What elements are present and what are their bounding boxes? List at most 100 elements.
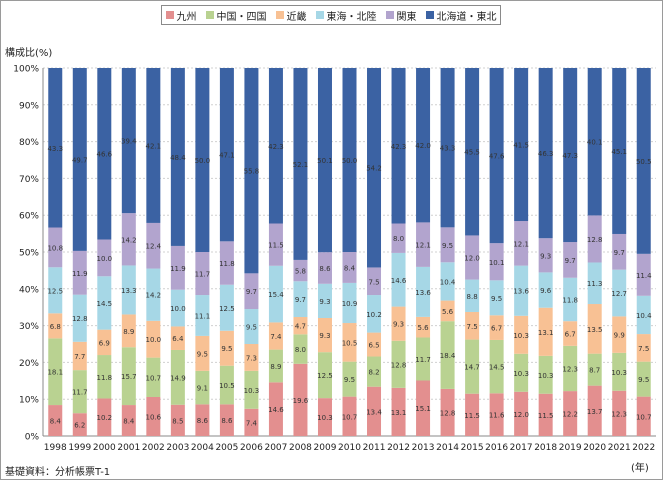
bar-segment [465,68,480,236]
bar-segment [636,396,651,436]
bar-segment [293,363,308,436]
data-label: 12.8 [587,236,603,244]
legend-label: 九州 [176,11,197,23]
data-label: 14.5 [97,300,113,308]
data-label: 10.4 [440,278,456,286]
legend-label: 中国・四国 [216,11,267,23]
data-label: 10.7 [342,413,358,421]
data-label: 8.4 [344,264,356,272]
data-label: 12.3 [562,365,578,373]
bar-segment [195,295,210,336]
data-label: 8.0 [393,235,404,243]
bar-segment [195,335,210,371]
bar-segment [416,68,431,223]
bar-segment [97,68,112,240]
data-label: 8.9 [270,363,281,371]
bar-segment [612,269,627,317]
bar-segment [342,68,357,252]
bar-segment [612,390,627,436]
bar-segment [48,227,63,268]
x-tick-label: 2010 [338,443,361,453]
data-label: 18.4 [440,352,456,360]
bar-segment [563,321,578,346]
legend-swatch [425,11,434,19]
bar-segment [244,408,259,436]
data-label: 9.5 [246,324,257,332]
data-label: 5.6 [417,324,429,332]
data-label: 11.1 [195,312,211,320]
bar-segment [465,393,480,436]
data-label: 7.7 [74,353,85,361]
data-label: 4.7 [295,323,306,331]
bar-segment [121,314,136,348]
data-label: 50.5 [636,158,652,166]
bar-segment [317,398,332,436]
data-label: 11.7 [195,271,211,279]
data-label: 18.1 [47,369,63,377]
y-tick-label: 80% [19,138,39,148]
bar-segment [146,396,161,436]
data-label: 5.6 [442,308,454,316]
data-label: 8.6 [197,417,209,425]
bar-segment [72,250,87,295]
data-label: 48.4 [170,154,186,162]
bar-segment [538,272,553,308]
bar-segment [268,265,283,323]
data-label: 10.6 [146,413,162,421]
x-tick-label: 1998 [44,443,67,453]
data-label: 6.9 [99,339,110,347]
bar-segment [391,306,406,341]
bar-segment [170,245,185,290]
bar-segment [489,315,504,340]
data-label: 6.5 [368,342,379,350]
bar-segment [587,385,602,436]
legend-label: 近畿 [286,11,307,23]
data-label: 10.9 [342,300,358,308]
data-label: 54.2 [366,165,382,173]
data-label: 55.8 [244,168,260,176]
bar-segment [48,313,63,339]
bar-segment [465,339,480,394]
x-tick-label: 2002 [142,443,165,453]
y-tick-label: 50% [19,249,39,259]
bar-segment [440,321,455,389]
bar-segment [146,68,161,223]
data-label: 10.3 [317,414,333,422]
data-label: 39.4 [121,138,137,146]
data-label: 45.5 [464,149,480,157]
bar-segment [121,347,136,406]
data-label: 6.4 [172,335,184,343]
bar-segment [48,267,63,314]
data-label: 9.7 [246,288,257,296]
bar-segment [293,259,308,282]
data-label: 13.5 [587,326,603,334]
bar-segment [244,309,259,344]
bar-segment [268,68,283,224]
data-label: 42.1 [146,142,162,150]
bar-segment [367,68,382,268]
data-label: 14.9 [170,374,186,382]
bar-segment [293,68,308,260]
bar-segment [367,356,382,387]
bar-segment [244,68,259,274]
bar-segment [489,339,504,394]
bar-segment [514,68,529,222]
legend-item: 九州 [165,8,197,23]
bar-segment [514,391,529,436]
x-tick-label: 2001 [117,443,140,453]
data-label: 9.5 [197,350,208,358]
bar-segment [72,294,87,342]
data-label: 10.4 [636,312,652,320]
data-label: 9.3 [540,252,551,260]
data-label: 8.5 [172,417,183,425]
data-label: 19.6 [293,397,309,405]
bar-segment [48,405,63,436]
data-label: 7.4 [270,333,282,341]
data-label: 13.3 [121,287,137,295]
bar-segment [97,276,112,330]
bar-segment [317,283,332,318]
bar-segment [416,380,431,436]
bar-segment [391,340,406,388]
x-tick-label: 2003 [166,443,189,453]
